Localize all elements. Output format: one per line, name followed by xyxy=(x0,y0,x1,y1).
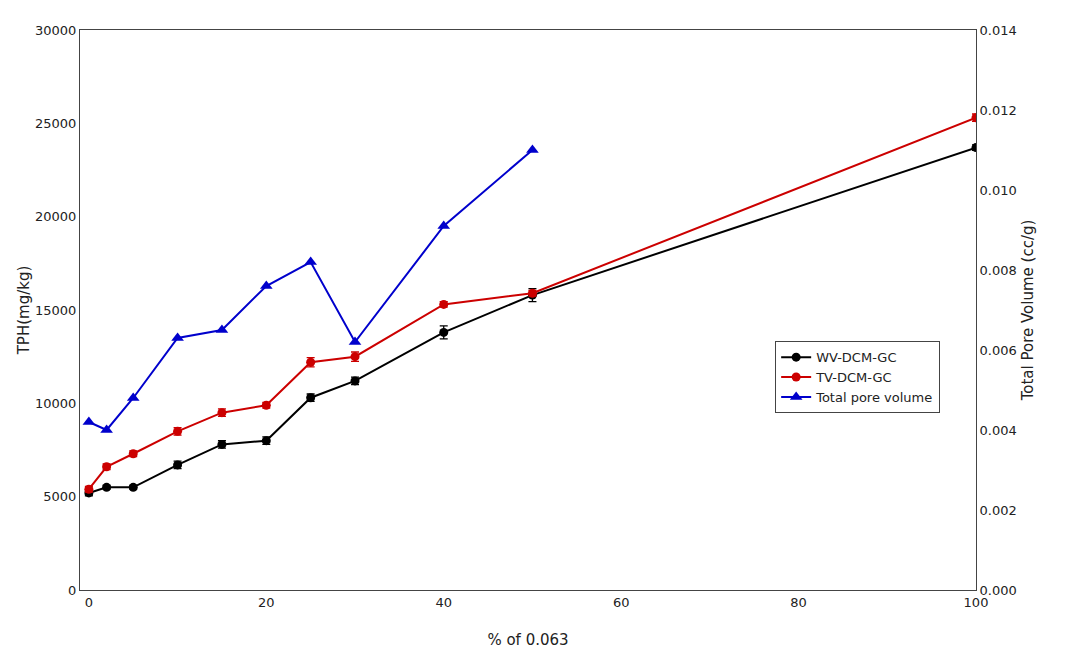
svg-text:Total Pore Volume (cc/g): Total Pore Volume (cc/g) xyxy=(1019,220,1037,402)
svg-text:80: 80 xyxy=(790,595,807,610)
svg-text:10000: 10000 xyxy=(35,396,76,411)
svg-text:20: 20 xyxy=(258,595,275,610)
svg-text:0.014: 0.014 xyxy=(980,23,1017,38)
svg-text:0.012: 0.012 xyxy=(980,103,1017,118)
svg-text:100: 100 xyxy=(964,595,989,610)
svg-text:0.004: 0.004 xyxy=(980,423,1017,438)
svg-text:0.002: 0.002 xyxy=(980,503,1017,518)
svg-text:0.006: 0.006 xyxy=(980,343,1017,358)
svg-text:20000: 20000 xyxy=(35,209,76,224)
svg-text:60: 60 xyxy=(613,595,630,610)
svg-text:0: 0 xyxy=(68,583,76,598)
svg-text:0.000: 0.000 xyxy=(980,583,1017,598)
svg-text:30000: 30000 xyxy=(35,23,76,38)
svg-text:5000: 5000 xyxy=(43,489,76,504)
svg-text:0.010: 0.010 xyxy=(980,183,1017,198)
svg-text:25000: 25000 xyxy=(35,116,76,131)
svg-text:0.008: 0.008 xyxy=(980,263,1017,278)
svg-text:0: 0 xyxy=(85,595,93,610)
svg-text:% of 0.063: % of 0.063 xyxy=(487,631,568,649)
svg-text:Total pore volume: Total pore volume xyxy=(815,390,932,405)
svg-text:40: 40 xyxy=(435,595,452,610)
svg-text:WV-DCM-GC: WV-DCM-GC xyxy=(816,350,896,365)
svg-text:15000: 15000 xyxy=(35,303,76,318)
svg-text:TV-DCM-GC: TV-DCM-GC xyxy=(815,370,891,385)
svg-text:TPH(mg/kg): TPH(mg/kg) xyxy=(15,266,33,356)
